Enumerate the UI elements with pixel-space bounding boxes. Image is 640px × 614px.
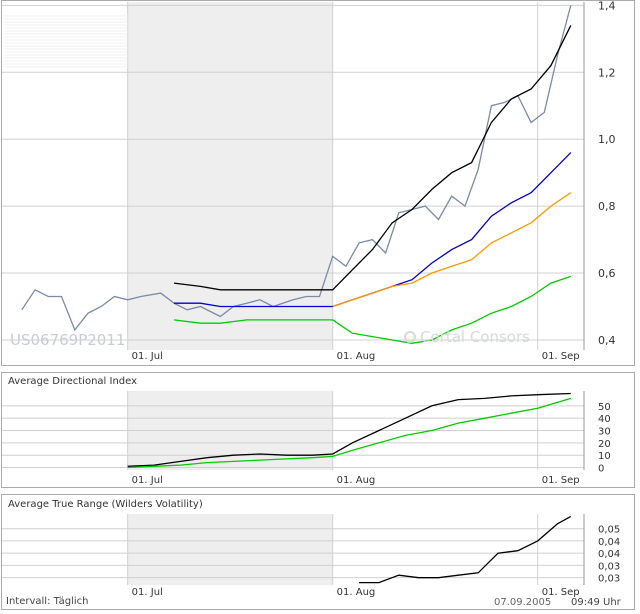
atr-y-tick-label: 0,04 bbox=[598, 549, 620, 560]
price-panel: 0,4 0,6 0,8 1,0 1,2 1,4 01. Jul 01. Aug 01. Sep bbox=[2, 0, 616, 362]
atr-y-tick-label: 0,05 bbox=[598, 525, 620, 536]
footer-time: 09:49 Uhr bbox=[571, 597, 622, 608]
adx-series-black bbox=[127, 392, 571, 467]
adx-x-tick-label: 01. Sep bbox=[542, 475, 580, 486]
price-y-tick-label: 0,6 bbox=[598, 267, 616, 280]
adx-x-tick-label: 01. Aug bbox=[337, 475, 376, 486]
isin-label: US06769P2011 bbox=[10, 331, 125, 349]
adx-x-tick-label: 01. Jul bbox=[132, 475, 163, 486]
atr-x-tick-label: 01. Aug bbox=[337, 587, 376, 598]
price-y-tick-label: 1,0 bbox=[598, 133, 616, 146]
atr-y-tick-label: 0,04 bbox=[598, 537, 620, 548]
price-series-orange bbox=[332, 192, 572, 308]
price-series-price bbox=[21, 5, 572, 332]
price-y-tick-label: 1,2 bbox=[598, 66, 616, 79]
adx-y-tick-label: 40 bbox=[598, 414, 611, 425]
price-x-tick-label: 01. Aug bbox=[337, 351, 376, 362]
cortal-consors-logo: Cortal Consors bbox=[404, 328, 530, 346]
atr-y-tick-label: 0,03 bbox=[598, 574, 620, 585]
atr-title: Average True Range (Wilders Volatility) bbox=[8, 499, 203, 510]
price-y-tick-label: 1,4 bbox=[598, 0, 616, 12]
adx-y-tick-label: 30 bbox=[598, 427, 611, 438]
adx-y-tick-label: 0 bbox=[598, 464, 604, 475]
price-series-green bbox=[173, 275, 572, 344]
atr-shaded-period bbox=[127, 514, 333, 585]
logo-mark-icon bbox=[404, 331, 416, 343]
atr-series-black bbox=[359, 515, 572, 584]
atr-y-tick-label: 0,03 bbox=[598, 561, 620, 572]
price-x-tick-label: 01. Sep bbox=[542, 351, 580, 362]
watermark-label: Cortal Consors bbox=[420, 328, 530, 346]
adx-y-tick-label: 10 bbox=[598, 451, 611, 462]
atr-x-tick-label: 01. Sep bbox=[542, 587, 580, 598]
price-series-black bbox=[173, 25, 572, 291]
price-x-tick-label: 01. Jul bbox=[132, 351, 163, 362]
footer-date: 07.09.2005 bbox=[494, 597, 551, 608]
interval-label: Intervall: Täglich bbox=[6, 596, 88, 607]
price-y-tick-label: 0,8 bbox=[598, 200, 616, 213]
adx-y-tick-label: 20 bbox=[598, 439, 611, 450]
atr-x-tick-label: 01. Jul bbox=[132, 587, 163, 598]
price-shaded-period bbox=[127, 2, 333, 350]
adx-series-green bbox=[127, 397, 571, 469]
price-y-tick-label: 0,4 bbox=[598, 334, 616, 347]
adx-title: Average Directional Index bbox=[8, 376, 137, 387]
adx-y-tick-label: 50 bbox=[598, 402, 611, 413]
